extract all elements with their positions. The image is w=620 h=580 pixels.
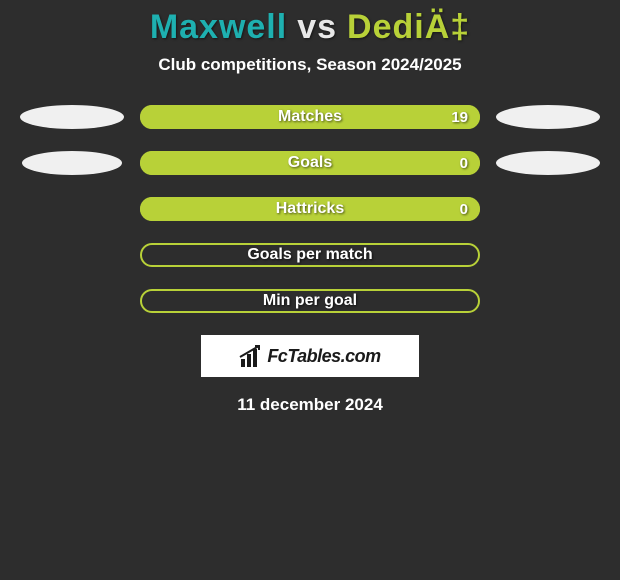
- stat-label: Goals per match: [247, 246, 372, 264]
- stat-value-right: 0: [460, 155, 468, 172]
- stat-label: Goals: [288, 154, 332, 172]
- stat-label: Min per goal: [263, 292, 357, 310]
- bar-chart-icon: [239, 345, 263, 367]
- right-blob: [496, 105, 600, 129]
- stat-label: Matches: [278, 108, 342, 126]
- right-blob-slot: [488, 151, 608, 175]
- left-blob-slot: [12, 105, 132, 129]
- right-blob-slot: [488, 105, 608, 129]
- right-blob: [496, 151, 600, 175]
- stat-value-right: 19: [451, 109, 468, 126]
- bar-track: Matches 19: [140, 105, 480, 129]
- date-label: 11 december 2024: [237, 395, 383, 415]
- stat-row-goals-per-match: Goals per match: [0, 243, 620, 267]
- player2-name: DediÄ‡: [347, 8, 470, 47]
- logo-text: FcTables.com: [267, 346, 380, 367]
- bar-track: Goals per match: [140, 243, 480, 267]
- title: Maxwell vs DediÄ‡: [150, 8, 470, 47]
- bar-track: Hattricks 0: [140, 197, 480, 221]
- left-blob: [22, 151, 122, 175]
- title-vs: vs: [297, 8, 337, 47]
- stat-row-goals: Goals 0: [0, 151, 620, 175]
- stat-value-right: 0: [460, 201, 468, 218]
- comparison-widget: Maxwell vs DediÄ‡ Club competitions, Sea…: [0, 0, 620, 415]
- bar-track: Goals 0: [140, 151, 480, 175]
- left-blob-slot: [12, 151, 132, 175]
- subtitle: Club competitions, Season 2024/2025: [158, 55, 461, 75]
- stat-row-hattricks: Hattricks 0: [0, 197, 620, 221]
- stat-row-min-per-goal: Min per goal: [0, 289, 620, 313]
- bar-track: Min per goal: [140, 289, 480, 313]
- stat-rows: Matches 19 Goals 0 Hattr: [0, 105, 620, 313]
- stat-row-matches: Matches 19: [0, 105, 620, 129]
- logo-box: FcTables.com: [201, 335, 419, 377]
- stat-label: Hattricks: [276, 200, 344, 218]
- player1-name: Maxwell: [150, 8, 287, 47]
- left-blob: [20, 105, 124, 129]
